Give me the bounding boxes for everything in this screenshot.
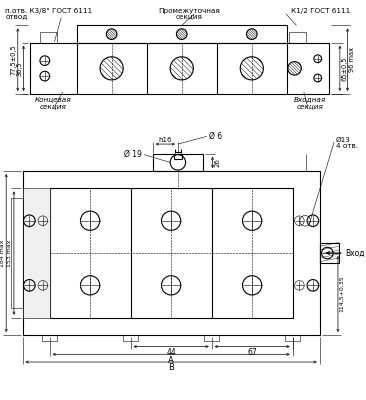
Text: 77,5±0,5: 77,5±0,5 (10, 44, 16, 75)
Text: Ø 6: Ø 6 (209, 132, 222, 141)
Text: К1/2 ГОСТ 6111: К1/2 ГОСТ 6111 (291, 8, 351, 14)
Bar (42, 335, 57, 341)
Bar (153, 154, 203, 171)
Text: Концевая: Концевая (35, 96, 72, 102)
Text: 26: 26 (214, 158, 220, 167)
Text: 96 max: 96 max (349, 47, 355, 72)
Text: Входная: Входная (294, 96, 326, 102)
Bar (285, 335, 300, 341)
Text: секция: секция (176, 13, 203, 19)
Bar (23, 188, 50, 318)
Text: 36,5: 36,5 (16, 61, 22, 76)
Text: Ø13: Ø13 (336, 137, 351, 143)
Bar (320, 243, 339, 263)
Bar (40, 32, 57, 43)
Text: 184 max: 184 max (0, 239, 5, 267)
Text: A: A (168, 356, 174, 365)
Text: Ø 19: Ø 19 (124, 150, 142, 159)
Bar (123, 335, 138, 341)
Text: 65±0,5: 65±0,5 (341, 56, 347, 81)
Text: Вход: Вход (346, 248, 365, 258)
Bar (204, 335, 219, 341)
Text: Промежуточная: Промежуточная (158, 8, 220, 14)
Text: отвод: отвод (5, 13, 27, 19)
Bar (50, 188, 293, 318)
Text: 67: 67 (247, 348, 257, 357)
Text: секция: секция (40, 102, 67, 108)
Text: h16: h16 (158, 137, 172, 143)
Text: 153 max: 153 max (7, 239, 12, 267)
Bar (11, 198, 23, 308)
Text: 4 отв.: 4 отв. (336, 143, 358, 149)
Text: B: B (168, 364, 174, 372)
Text: секция: секция (296, 102, 324, 108)
Bar (289, 32, 306, 43)
Bar (76, 26, 287, 43)
Text: п.отв. К3/8" ГОСТ 6111: п.отв. К3/8" ГОСТ 6111 (5, 8, 92, 14)
Bar (23, 171, 320, 335)
Text: 44: 44 (166, 348, 176, 357)
Bar (30, 43, 329, 94)
Text: 114,5+0,35: 114,5+0,35 (339, 276, 344, 312)
